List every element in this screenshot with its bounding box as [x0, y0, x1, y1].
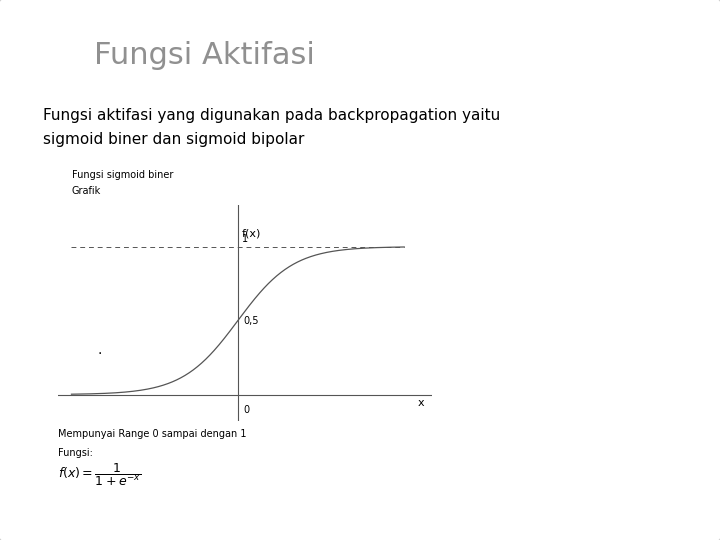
Text: Fungsi:: Fungsi: [58, 448, 92, 458]
Text: Fungsi aktifasi yang digunakan pada backpropagation yaitu: Fungsi aktifasi yang digunakan pada back… [43, 108, 500, 123]
Text: .: . [97, 343, 102, 357]
Text: 0: 0 [243, 405, 249, 415]
Text: Fungsi sigmoid biner: Fungsi sigmoid biner [72, 170, 174, 180]
Text: x: x [418, 397, 425, 408]
Text: 1: 1 [242, 234, 248, 244]
Text: Mempunyai Range 0 sampai dengan 1: Mempunyai Range 0 sampai dengan 1 [58, 429, 246, 440]
Text: $f(x) = \dfrac{1}{1 + e^{-x}}$: $f(x) = \dfrac{1}{1 + e^{-x}}$ [58, 462, 141, 488]
Text: Grafik: Grafik [72, 186, 102, 197]
Text: sigmoid biner dan sigmoid bipolar: sigmoid biner dan sigmoid bipolar [43, 132, 305, 147]
Text: Fungsi Aktifasi: Fungsi Aktifasi [94, 40, 315, 70]
Text: f(x): f(x) [242, 229, 261, 239]
Text: 0,5: 0,5 [243, 315, 259, 326]
